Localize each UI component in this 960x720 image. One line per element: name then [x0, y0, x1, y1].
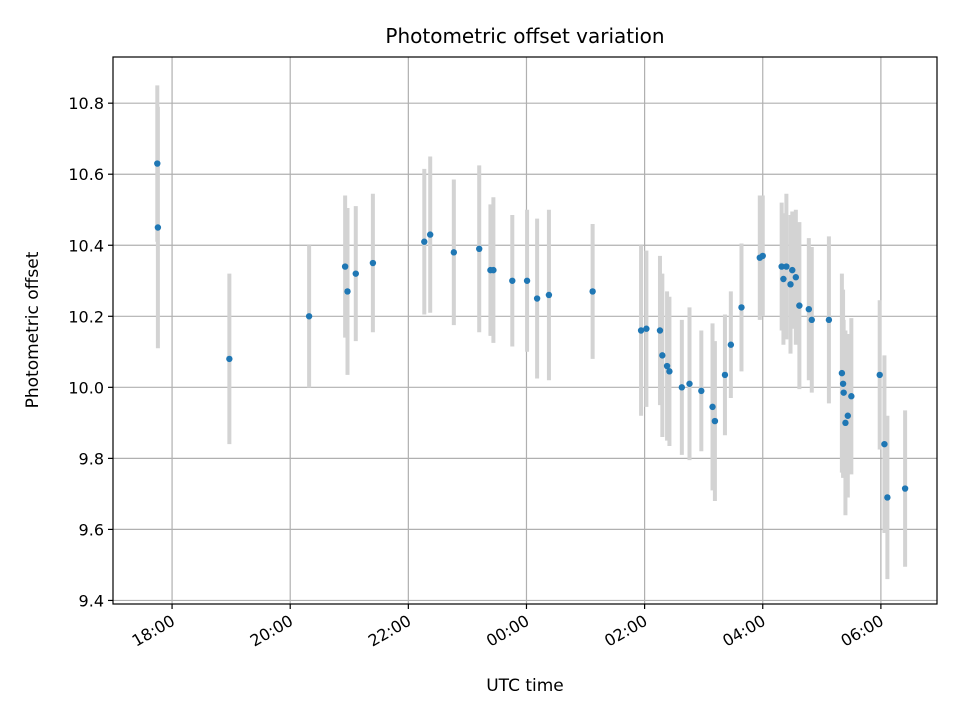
data-point	[637, 327, 645, 334]
data-point	[884, 494, 891, 501]
data-point	[848, 393, 855, 400]
y-tick-label: 10.2	[68, 307, 104, 326]
y-tick-label: 10.0	[68, 378, 104, 397]
data-point	[450, 249, 458, 256]
data-point	[698, 387, 705, 395]
y-tick-label: 9.6	[79, 520, 104, 539]
data-point	[778, 263, 785, 270]
data-point	[901, 485, 909, 492]
data-point	[490, 266, 497, 274]
data-point	[226, 355, 233, 363]
data-point	[533, 295, 541, 302]
y-tick-label: 10.8	[68, 94, 104, 113]
data-points	[154, 160, 909, 501]
data-point	[666, 368, 673, 375]
data-point	[678, 384, 686, 391]
data-point	[663, 362, 671, 370]
x-axis-label: UTC time	[486, 676, 564, 696]
data-point	[352, 270, 359, 277]
data-point	[787, 281, 794, 288]
y-tick-label: 10.4	[68, 236, 104, 255]
y-tick-label: 9.8	[79, 449, 104, 468]
data-point	[881, 440, 888, 448]
data-point	[721, 371, 729, 379]
data-point	[305, 313, 313, 320]
plot-frame	[112, 56, 938, 605]
data-point	[369, 259, 377, 267]
data-point	[808, 316, 815, 324]
data-point	[421, 238, 428, 245]
data-point	[839, 380, 847, 387]
data-point	[426, 231, 434, 238]
data-point	[709, 403, 716, 411]
data-point	[780, 275, 787, 283]
data-point	[344, 288, 351, 295]
data-point	[783, 263, 790, 270]
data-point	[154, 160, 161, 167]
data-point	[341, 263, 349, 270]
data-point	[643, 325, 650, 332]
data-point	[759, 252, 766, 260]
data-point	[805, 305, 813, 313]
data-point	[792, 274, 800, 281]
data-point	[838, 369, 846, 377]
y-tick-label: 10.6	[68, 165, 104, 184]
y-axis-label: Photometric offset	[23, 251, 43, 408]
data-point	[738, 304, 745, 311]
chart-title: Photometric offset variation	[385, 24, 664, 48]
data-point	[789, 266, 796, 274]
data-point	[589, 288, 596, 295]
data-point	[842, 419, 849, 427]
data-point	[509, 277, 516, 284]
data-point	[876, 371, 883, 379]
data-point	[727, 341, 735, 348]
data-point	[711, 417, 719, 425]
data-point	[796, 302, 803, 309]
data-point	[476, 245, 483, 253]
data-point	[523, 277, 531, 284]
data-point	[659, 352, 666, 359]
data-point	[686, 380, 693, 387]
data-point	[656, 327, 664, 334]
data-point	[154, 224, 162, 231]
data-point	[840, 389, 847, 396]
data-point	[825, 316, 833, 324]
data-point	[844, 412, 852, 419]
data-point	[545, 291, 553, 299]
y-tick-label: 9.4	[79, 591, 104, 610]
